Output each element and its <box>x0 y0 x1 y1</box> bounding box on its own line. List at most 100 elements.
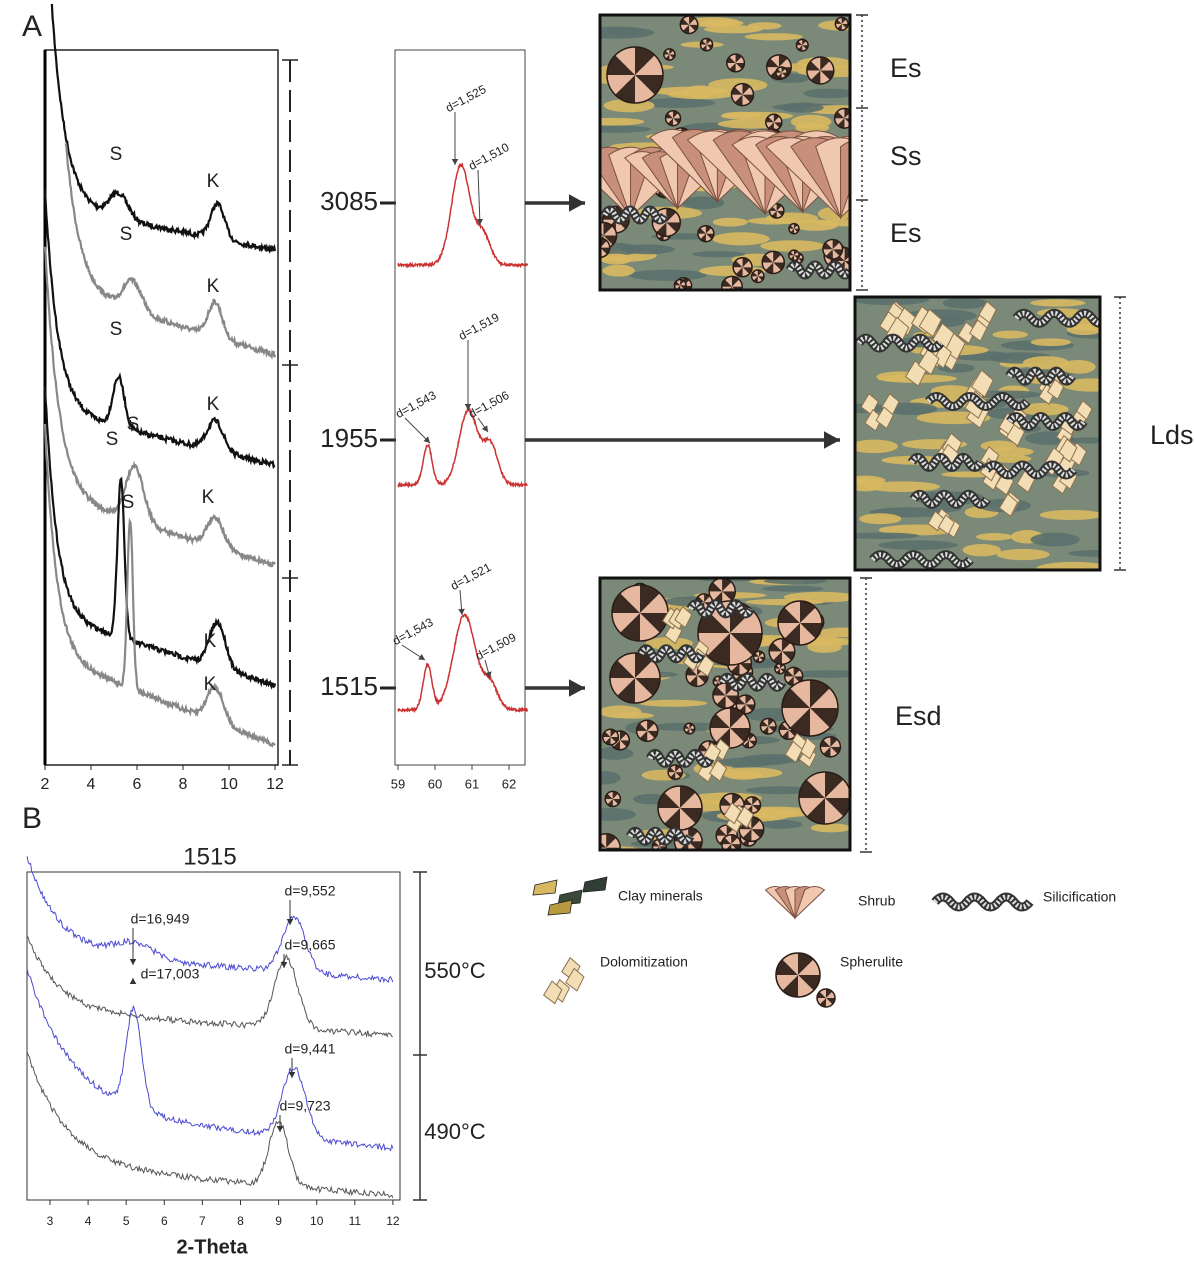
pattern-curve <box>66 143 275 357</box>
arrow-head <box>824 431 840 449</box>
clay-lamina <box>717 758 774 768</box>
legend-label: Spherulite <box>840 954 903 970</box>
legend-label: Dolomitization <box>600 954 688 970</box>
clay-lamina <box>613 712 654 718</box>
arrow-head <box>418 654 425 660</box>
clay-lamina <box>1031 533 1080 547</box>
legend-icon <box>533 880 557 895</box>
x-tick-label: 4 <box>87 776 96 793</box>
depth-label: 1515 <box>320 671 378 701</box>
clay-lamina <box>724 770 762 779</box>
clay-lamina <box>819 627 868 637</box>
peak-annotation: d=1,521 <box>448 560 493 593</box>
panel-title: 1515 <box>183 843 236 870</box>
x-tick-label: 8 <box>237 1214 244 1228</box>
peak-annotation: d=1,510 <box>466 140 511 173</box>
clay-lamina <box>652 87 728 96</box>
peak-annotation: d=9,441 <box>285 1041 336 1057</box>
x-axis-label: 2-Theta <box>176 1236 248 1258</box>
arrow-head <box>482 425 488 432</box>
arrow-head <box>130 978 137 984</box>
peak-label: K <box>207 171 220 192</box>
clay-lamina <box>850 440 898 454</box>
x-tick-label: 61 <box>465 776 479 791</box>
arrow-head <box>458 609 465 615</box>
clay-lamina <box>586 808 636 821</box>
x-tick-label: 62 <box>502 776 516 791</box>
x-tick-label: 11 <box>349 1214 362 1228</box>
legend-label: Silicification <box>1043 889 1116 905</box>
x-tick-label: 10 <box>310 1214 324 1228</box>
arrow-head <box>452 159 459 165</box>
peak-label: S <box>106 429 119 450</box>
depth-label: 1955 <box>320 423 378 453</box>
pattern-curve <box>52 4 275 252</box>
arrow-head <box>130 959 137 965</box>
clay-lamina <box>639 700 708 707</box>
peak-label: K <box>207 394 220 415</box>
x-tick-label: 6 <box>161 1214 168 1228</box>
clay-lamina <box>992 331 1027 339</box>
arrow-shaft <box>478 170 480 225</box>
arrow-head <box>289 1072 296 1078</box>
clay-lamina <box>621 244 675 254</box>
clay-lamina <box>859 513 901 524</box>
clay-lamina <box>584 118 644 126</box>
pattern-curve <box>398 164 528 266</box>
facies-label: Esd <box>895 701 942 731</box>
facies-label: Es <box>890 53 922 83</box>
legend: Clay minerals Shrub Silicification Dolomiti… <box>533 877 1116 1007</box>
clay-lamina <box>721 112 794 120</box>
facies-label: Es <box>890 218 922 248</box>
pattern-curve <box>45 247 275 567</box>
x-tick-label: 5 <box>123 1214 130 1228</box>
x-tick-label: 6 <box>133 776 142 793</box>
peak-annotation: d=1,506 <box>466 388 511 421</box>
clay-lamina <box>878 540 957 550</box>
clay-lamina <box>588 771 621 784</box>
x-tick-label: 12 <box>386 1214 400 1228</box>
peak-annotation: d=1,543 <box>390 615 435 648</box>
facies-illustration <box>575 575 875 861</box>
legend-label: Clay minerals <box>618 888 703 904</box>
facies-label: Ss <box>890 141 922 171</box>
clay-lamina <box>963 544 1001 556</box>
arrow-head <box>569 679 585 697</box>
peak-label: K <box>204 674 217 695</box>
facies-label: Lds <box>1150 420 1194 450</box>
x-tick-label: 2 <box>41 776 50 793</box>
clay-lamina <box>692 251 745 257</box>
clay-lamina <box>815 219 882 226</box>
x-tick-label: 4 <box>85 1214 92 1228</box>
clay-lamina <box>811 823 852 832</box>
peak-annotation: d=1,509 <box>473 630 518 663</box>
peak-annotation: d=9,723 <box>280 1098 331 1114</box>
clay-lamina <box>980 441 1016 452</box>
peak-label: S <box>110 319 123 340</box>
peak-annotation: d=1,525 <box>443 82 488 115</box>
clay-lamina <box>608 27 643 36</box>
arrow-head <box>277 1126 284 1132</box>
temperature-label: 490°C <box>424 1119 486 1144</box>
clay-lamina <box>1040 510 1103 520</box>
pattern-curve <box>398 409 528 487</box>
clay-lamina <box>803 89 855 99</box>
clay-lamina <box>712 232 770 245</box>
clay-lamina <box>762 586 823 592</box>
panel-label: B <box>22 802 42 835</box>
temperature-label: 550°C <box>424 958 486 983</box>
clay-lamina <box>713 218 748 227</box>
x-tick-label: 12 <box>266 776 284 793</box>
peak-annotation: d=1,543 <box>393 388 438 421</box>
clay-lamina <box>943 297 987 308</box>
clay-lamina <box>1030 299 1085 306</box>
pattern-curve <box>27 968 393 1150</box>
clay-lamina <box>745 33 803 40</box>
clay-lamina <box>629 270 707 281</box>
peak-label: S <box>127 414 140 435</box>
x-tick-label: 3 <box>47 1214 54 1228</box>
clay-lamina <box>807 642 841 653</box>
x-tick-label: 8 <box>179 776 188 793</box>
clay-lamina <box>1031 338 1071 346</box>
legend-label: Shrub <box>858 893 896 909</box>
